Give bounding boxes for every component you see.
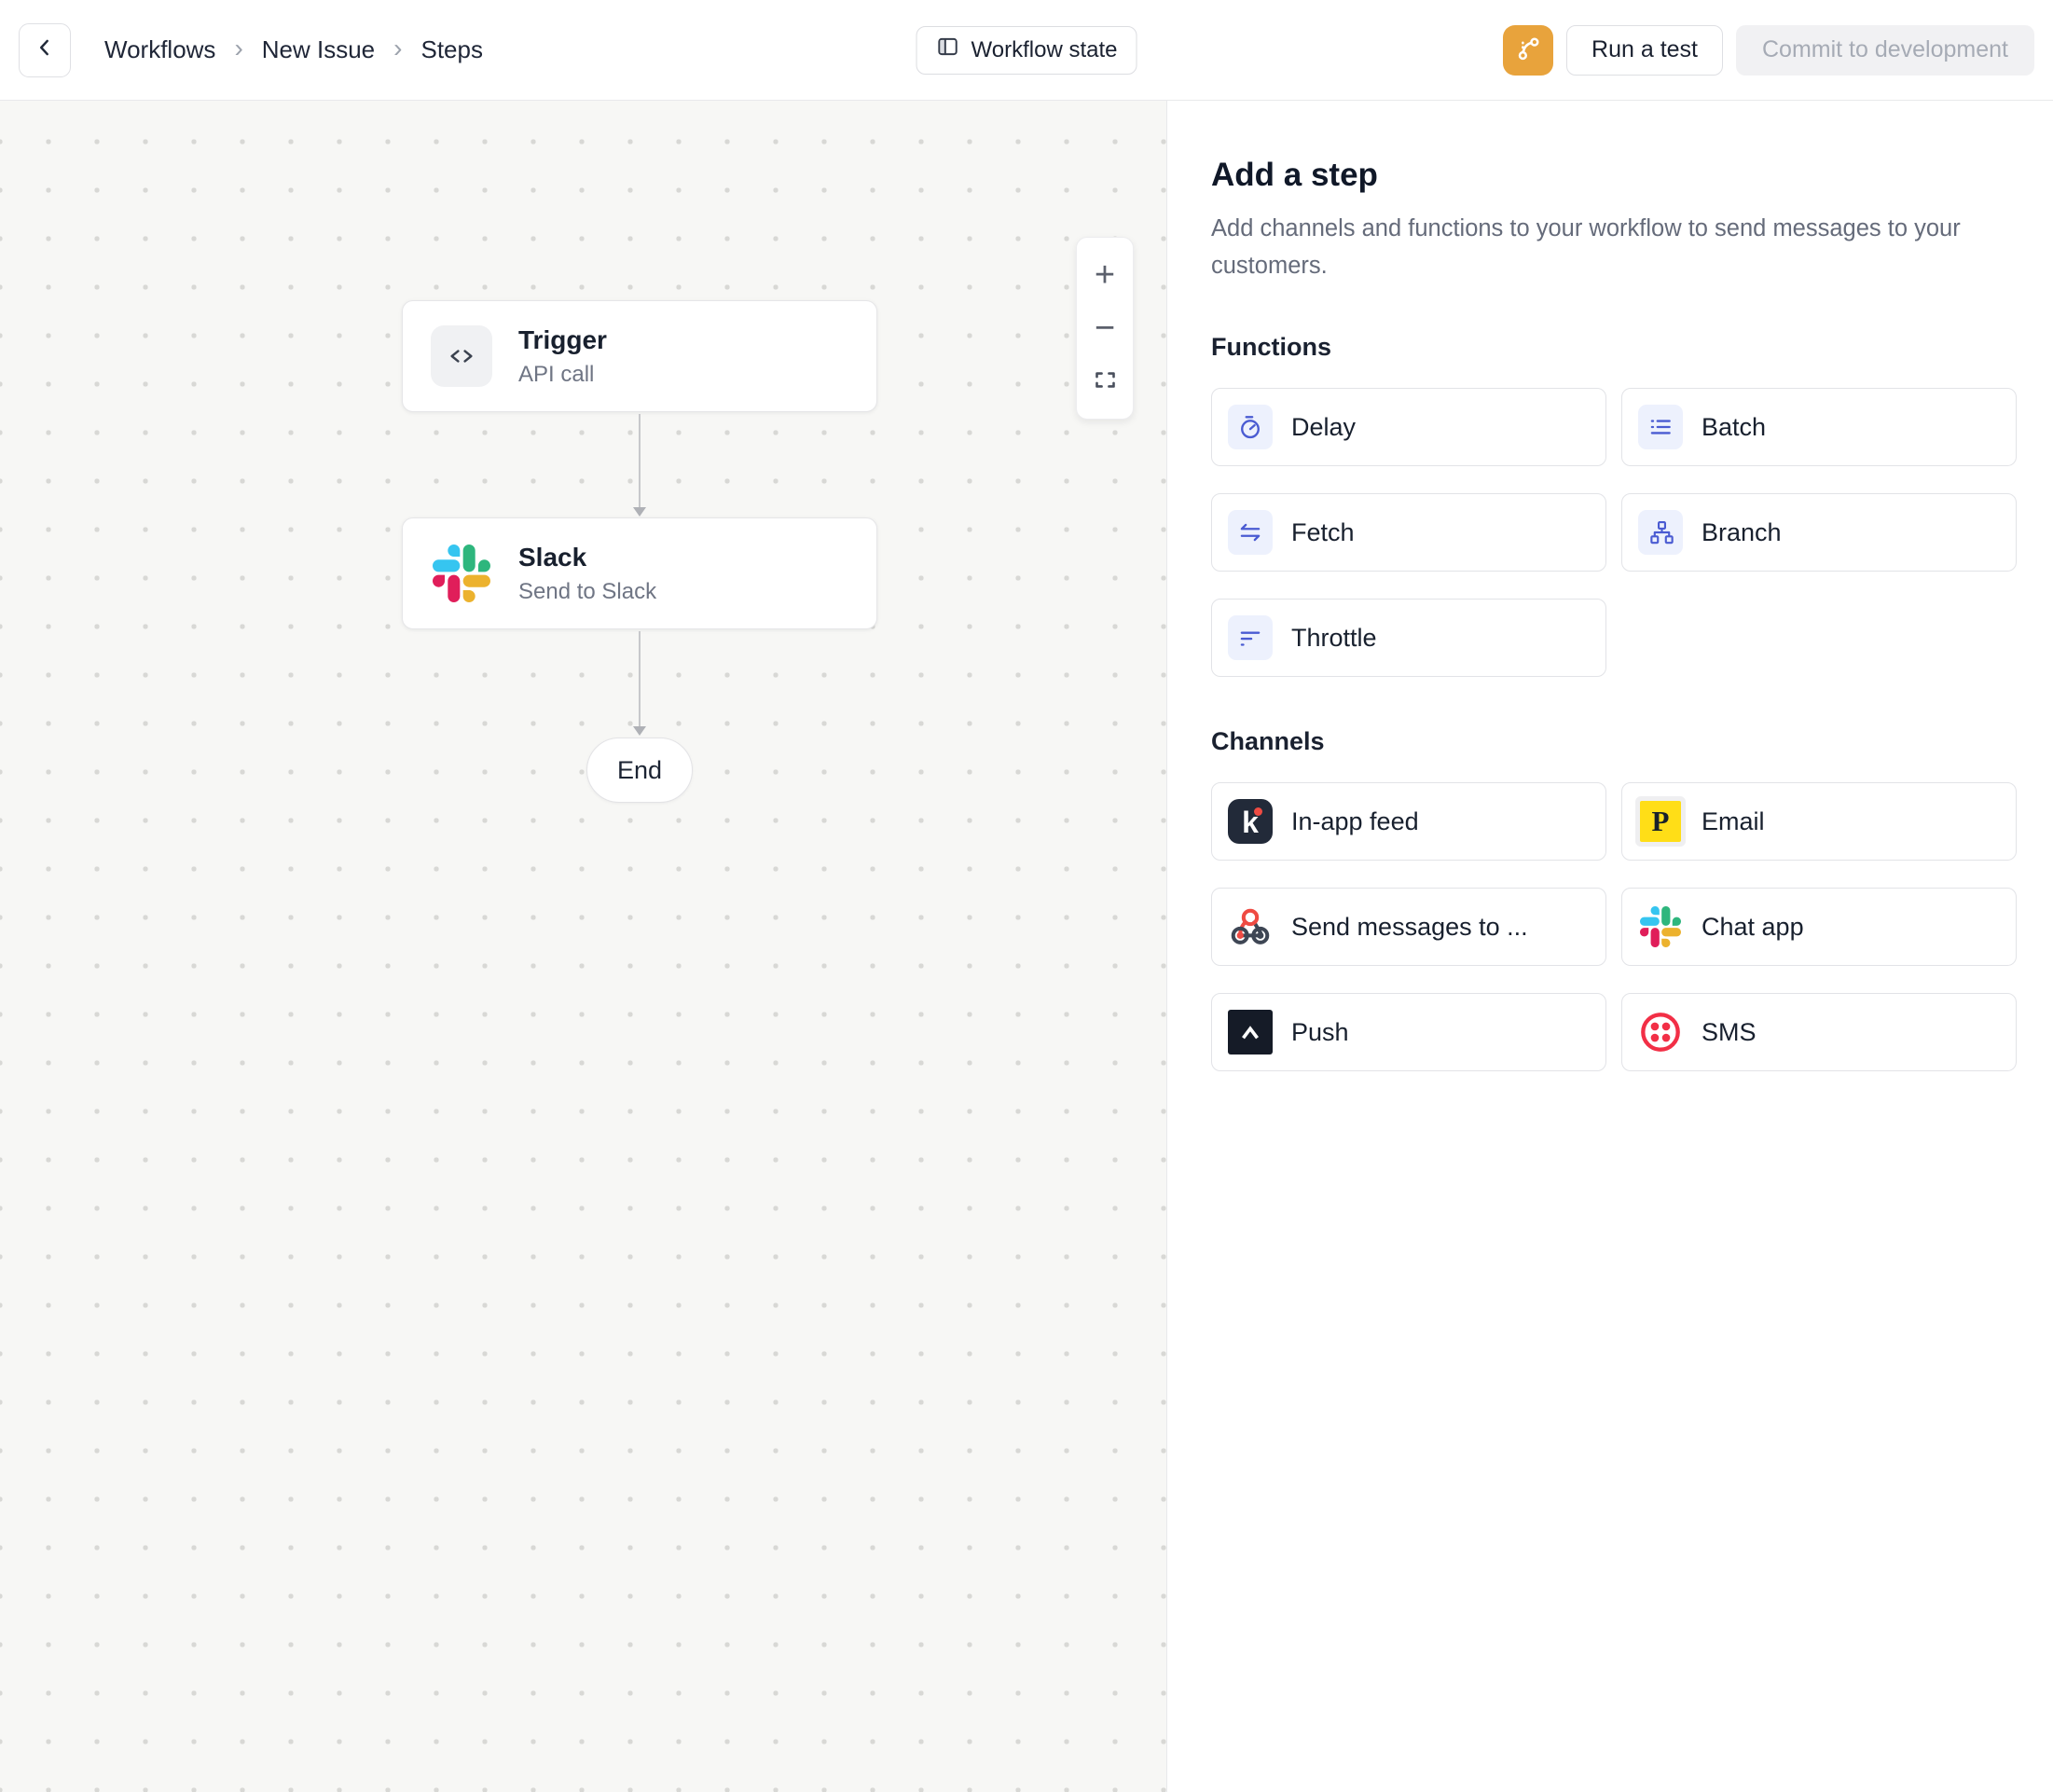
topbar: Workflows › New Issue › Steps Workflow s… [0, 0, 2053, 101]
run-test-button[interactable]: Run a test [1566, 24, 1723, 76]
add-step-panel: Add a step Add channels and functions to… [1168, 101, 2053, 1792]
workflow-state-label: Workflow state [971, 36, 1118, 62]
function-card-fetch[interactable]: Fetch [1211, 493, 1606, 572]
zoom-in-button[interactable]: + [1094, 255, 1116, 295]
edge-slack-to-end [633, 631, 646, 736]
commit-to-development-button[interactable]: Commit to development [1735, 24, 2034, 76]
slack-icon [431, 543, 492, 604]
panel-layout-icon [936, 34, 960, 65]
functions-heading: Functions [1211, 333, 1331, 362]
swap-arrows-icon [1228, 510, 1273, 556]
slack-node-text: Slack Send to Slack [518, 541, 656, 606]
channels-grid: k In-app feed P Email [1211, 782, 2017, 1072]
breadcrumb-separator-icon: › [234, 33, 243, 62]
channels-heading: Channels [1211, 727, 1325, 756]
end-node-label: End [616, 755, 663, 784]
channel-card-sms[interactable]: SMS [1621, 993, 2017, 1072]
trigger-node-text: Trigger API call [518, 324, 607, 389]
slack-icon [1638, 904, 1683, 949]
function-card-throttle[interactable]: Throttle [1211, 599, 1606, 678]
slack-step-node[interactable]: Slack Send to Slack [402, 517, 877, 629]
twilio-icon [1638, 1010, 1683, 1055]
git-branch-icon [1514, 34, 1542, 65]
hierarchy-icon [1638, 510, 1683, 556]
postmark-icon: P [1640, 801, 1681, 843]
arrowhead-icon [633, 726, 646, 736]
channel-card-webhook[interactable]: Send messages to ... [1211, 888, 1606, 967]
edge-trigger-to-slack [633, 414, 646, 517]
function-card-branch[interactable]: Branch [1621, 493, 2017, 572]
topbar-actions: Run a test Commit to development [1503, 24, 2034, 76]
panel-description: Add channels and functions to your workf… [1211, 215, 1961, 279]
stopwatch-icon [1228, 405, 1273, 450]
node-title: Trigger [518, 324, 607, 354]
breadcrumb-steps: Steps [420, 35, 483, 63]
fit-view-button[interactable] [1077, 357, 1133, 406]
knock-icon: k [1228, 799, 1273, 845]
push-caret-icon [1228, 1010, 1273, 1055]
zoom-out-button[interactable]: − [1094, 309, 1116, 348]
workflow-canvas[interactable]: Trigger API call Slack Send to Slack [0, 101, 1167, 1792]
version-control-button[interactable] [1503, 24, 1554, 76]
panel-title: Add a step [1211, 157, 1378, 193]
node-title: Slack [518, 542, 587, 572]
trigger-node[interactable]: Trigger API call [402, 300, 877, 412]
breadcrumb-new-issue[interactable]: New Issue [261, 35, 376, 63]
breadcrumb-workflows[interactable]: Workflows [104, 35, 216, 63]
channel-card-push[interactable]: Push [1211, 993, 1606, 1072]
fullscreen-icon [1093, 364, 1118, 399]
back-button[interactable] [19, 22, 71, 77]
functions-grid: Delay Batch [1211, 388, 2017, 678]
list-icon [1638, 405, 1683, 450]
channel-card-email[interactable]: P Email [1621, 782, 2017, 862]
node-subtitle: Send to Slack [518, 578, 657, 604]
chevron-left-icon [33, 35, 57, 64]
breadcrumb: Workflows › New Issue › Steps [104, 33, 483, 65]
workflow-state-button[interactable]: Workflow state [916, 25, 1137, 75]
end-node[interactable]: End [586, 737, 693, 803]
function-card-batch[interactable]: Batch [1621, 388, 2017, 467]
webhook-icon [1228, 904, 1273, 949]
code-icon [431, 325, 492, 387]
breadcrumb-separator-icon: › [393, 33, 403, 62]
filter-icon [1228, 615, 1273, 661]
channel-card-chat-app[interactable]: Chat app [1621, 888, 2017, 967]
channel-card-in-app-feed[interactable]: k In-app feed [1211, 782, 1606, 862]
arrowhead-icon [633, 507, 646, 517]
function-card-delay[interactable]: Delay [1211, 388, 1606, 467]
node-subtitle: API call [518, 361, 595, 387]
zoom-controls: + − [1076, 237, 1134, 420]
